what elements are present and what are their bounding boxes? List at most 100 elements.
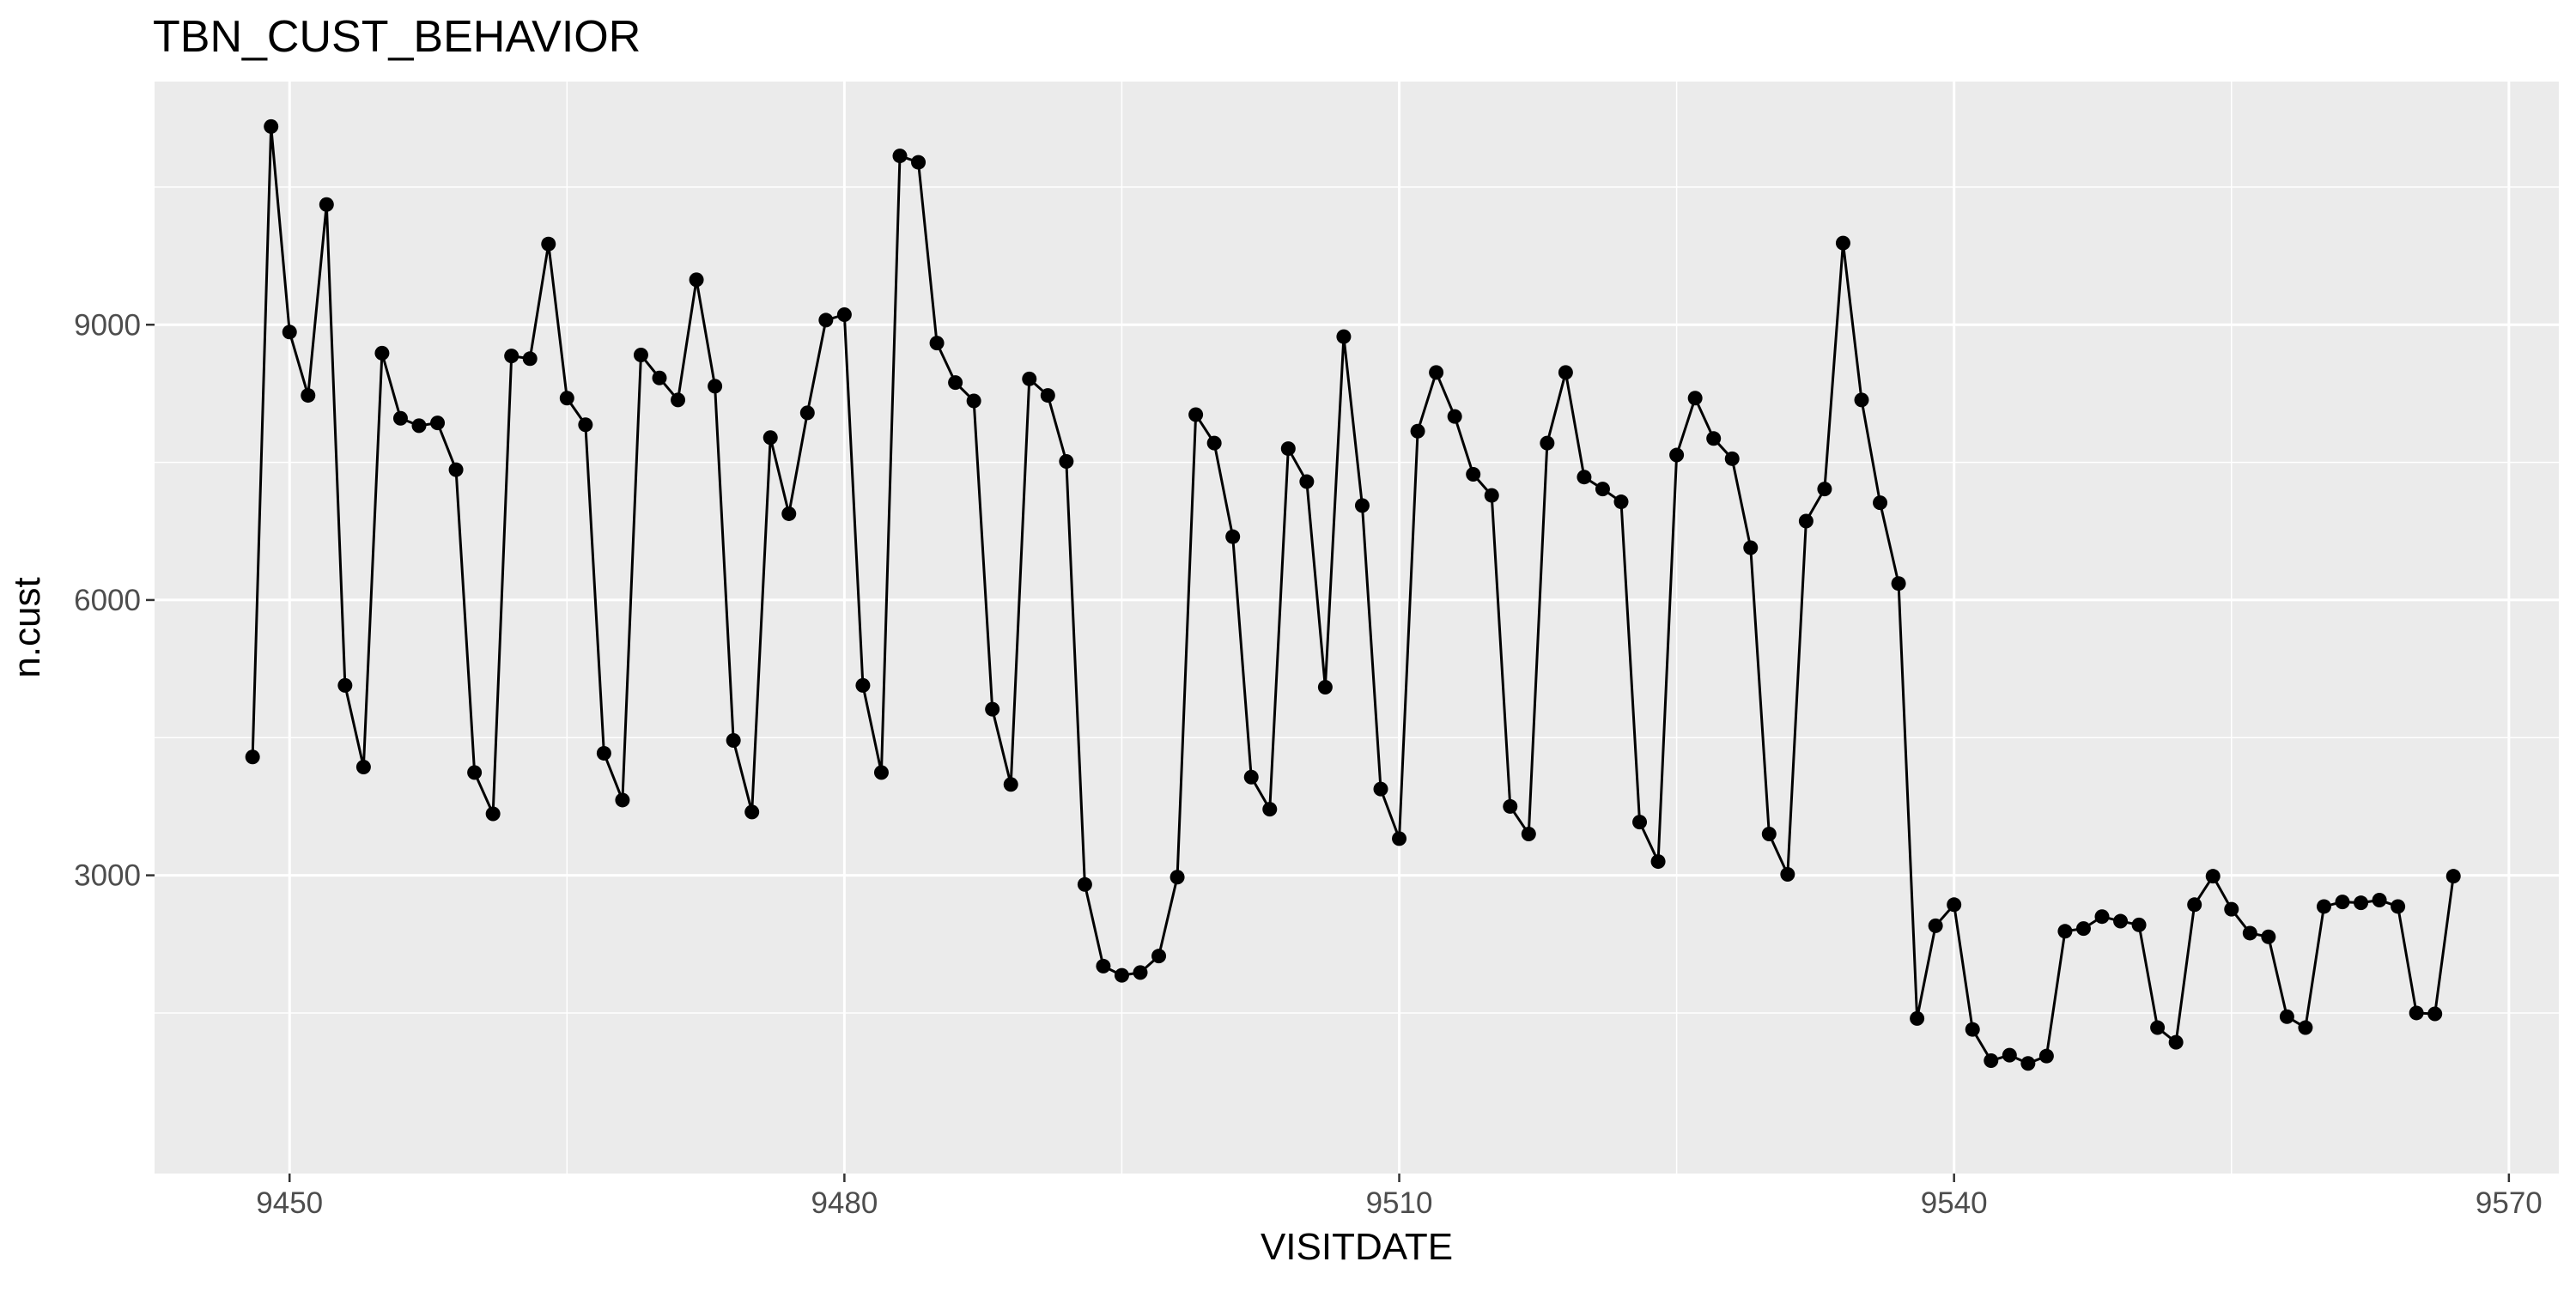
data-point: [1429, 365, 1444, 380]
x-tick-label: 9540: [1921, 1186, 1988, 1220]
data-point: [2131, 917, 2147, 932]
data-point: [1243, 769, 1259, 785]
data-point: [1558, 365, 1573, 380]
data-point: [836, 307, 852, 323]
data-point: [929, 336, 945, 351]
chart-title: TBN_CUST_BEHAVIOR: [153, 12, 641, 62]
data-point: [689, 272, 704, 288]
data-point: [1577, 470, 1592, 485]
y-tick-label: 6000: [74, 584, 141, 617]
data-point: [1392, 831, 1407, 846]
data-point: [1410, 423, 1425, 439]
data-point: [1262, 802, 1278, 817]
data-point: [2094, 909, 2110, 925]
data-point: [1984, 1053, 1999, 1069]
data-point: [1354, 498, 1370, 513]
data-point: [301, 388, 316, 403]
x-tick-label: 9510: [1366, 1186, 1433, 1220]
data-point: [1669, 447, 1685, 463]
data-point: [2316, 899, 2331, 914]
data-point: [1133, 965, 1148, 980]
data-point: [1798, 513, 1814, 529]
data-point: [1632, 815, 1648, 830]
data-point: [374, 345, 390, 361]
data-point: [744, 804, 760, 820]
data-point: [1817, 482, 1832, 497]
data-point: [985, 701, 1000, 717]
data-point: [1595, 482, 1610, 497]
data-point: [1910, 1010, 1925, 1026]
data-point: [1299, 474, 1315, 489]
data-point: [2391, 899, 2406, 914]
data-point: [2335, 895, 2350, 910]
data-point: [2279, 1009, 2294, 1024]
data-point: [1188, 407, 1204, 422]
data-point: [2409, 1005, 2424, 1021]
data-point: [392, 410, 408, 426]
data-point: [1447, 409, 1462, 424]
data-point: [1503, 798, 1518, 814]
data-point: [1891, 576, 1906, 591]
data-point: [1096, 958, 1111, 974]
data-point: [762, 430, 778, 446]
y-axis-title: n.cust: [6, 577, 48, 677]
data-point: [2057, 924, 2073, 939]
data-point: [1780, 867, 1795, 883]
data-point: [1873, 495, 1888, 511]
data-point: [726, 732, 741, 748]
data-point: [411, 418, 427, 434]
data-point: [1947, 897, 1962, 913]
data-point: [799, 405, 815, 421]
data-point: [282, 325, 297, 340]
data-point: [448, 462, 464, 477]
data-point: [911, 155, 927, 170]
data-point: [1540, 435, 1555, 451]
data-point: [1521, 827, 1536, 842]
data-point: [633, 348, 648, 363]
x-tick-label: 9570: [2476, 1186, 2543, 1220]
data-point: [652, 370, 667, 385]
data-point: [485, 806, 501, 822]
data-point: [2002, 1047, 2017, 1063]
data-point: [1317, 679, 1333, 695]
data-point: [1373, 781, 1388, 797]
data-point: [1170, 870, 1185, 885]
data-point: [1835, 235, 1850, 251]
data-point: [948, 375, 963, 391]
data-point: [467, 765, 483, 780]
data-point: [504, 349, 519, 364]
data-point: [1059, 454, 1074, 470]
data-point: [892, 149, 908, 164]
x-tick-label: 9450: [256, 1186, 323, 1220]
data-point: [522, 351, 538, 367]
data-point: [264, 118, 279, 134]
data-point: [1206, 435, 1222, 451]
data-point: [1613, 494, 1629, 510]
data-point: [1743, 540, 1759, 555]
data-point: [2242, 925, 2257, 941]
data-point: [2113, 913, 2129, 929]
data-point: [337, 677, 353, 693]
data-point: [541, 236, 556, 252]
data-point: [2427, 1006, 2443, 1022]
data-point: [596, 745, 611, 761]
data-point: [430, 416, 446, 431]
data-point: [355, 759, 371, 774]
data-point: [615, 792, 630, 808]
y-tick-label: 9000: [74, 308, 141, 342]
data-point: [2224, 901, 2239, 917]
data-point: [2075, 921, 2091, 937]
data-point: [2261, 929, 2276, 944]
data-point: [1724, 451, 1740, 466]
data-point: [1650, 854, 1666, 870]
data-point: [1151, 949, 1167, 964]
data-point: [1761, 827, 1777, 842]
data-point: [2354, 895, 2369, 911]
data-point: [818, 312, 834, 328]
data-point: [1225, 529, 1241, 544]
data-point: [1687, 391, 1703, 406]
data-point: [781, 506, 797, 521]
data-point: [1928, 918, 1943, 933]
data-point: [1336, 329, 1352, 344]
